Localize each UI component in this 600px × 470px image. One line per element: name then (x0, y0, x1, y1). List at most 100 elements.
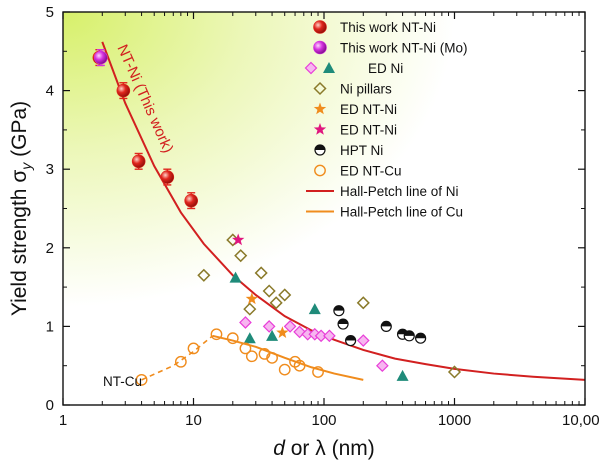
legend-item-5: ED NT-Ni (313, 123, 397, 138)
data-point (197, 268, 211, 282)
legend-label-6: HPT Ni (340, 143, 383, 158)
data-point-fill (338, 319, 349, 325)
data-point (254, 266, 268, 280)
data-point-fill (381, 321, 392, 327)
legend-item-3: Ni pillars (313, 81, 392, 97)
legend-marker-0 (313, 20, 327, 34)
legend: This work NT-Ni This work NT-Ni (Mo) ED Ni… (304, 20, 468, 220)
legend-label-3: Ni pillars (340, 82, 392, 97)
legend-item-2: ED Ni (304, 61, 403, 76)
series-8 (135, 328, 324, 386)
legend-marker-6-fill (315, 145, 325, 150)
data-point (234, 249, 248, 263)
legend-item-8: Hall-Petch line of Ni (306, 184, 459, 199)
x-tick-label: 10 (185, 412, 202, 429)
data-point (278, 288, 292, 302)
data-point-fill (404, 330, 415, 336)
data-point (232, 233, 245, 246)
legend-label-8: Hall-Petch line of Ni (340, 184, 459, 199)
data-point (184, 193, 198, 208)
data-point (293, 359, 306, 372)
x-axis-title-var: d (273, 437, 286, 460)
data-point (245, 292, 259, 305)
y-axis-title-sub: y (18, 162, 34, 171)
data-point (243, 332, 256, 344)
series-line-11 (141, 335, 214, 381)
data-point (266, 329, 279, 341)
data-point (131, 154, 146, 169)
y-axis-title-unit: (GPa) (8, 101, 31, 163)
legend-item-4: ED NT-Ni (313, 102, 397, 117)
data-point (135, 373, 148, 386)
data-point (262, 284, 276, 298)
series-line-9 (101, 41, 586, 381)
data-point (116, 83, 131, 98)
legend-label-4: ED NT-Ni (340, 102, 397, 117)
data-point (243, 302, 257, 316)
legend-marker-5 (313, 123, 327, 135)
data-point (269, 296, 283, 310)
data-point (283, 320, 297, 333)
y-tick-label: 4 (46, 83, 54, 100)
data-point-fill (333, 305, 344, 311)
y-tick-label: 3 (46, 161, 54, 178)
series-2 (229, 271, 409, 381)
data-point (396, 369, 409, 381)
legend-item-0: This work NT-Ni (313, 20, 436, 35)
y-axis-title-main: Yield strength σ (8, 170, 31, 316)
data-point (314, 329, 328, 343)
legend-label-9: Hall-Petch line of Cu (340, 205, 463, 220)
legend-label-1: This work NT-Ni (Mo) (340, 41, 468, 56)
data-point (356, 334, 370, 347)
data-point (447, 365, 462, 379)
legend-label-5: ED NT-Ni (340, 123, 397, 138)
series-1 (94, 49, 108, 67)
legend-marker-2-b (323, 62, 335, 73)
legend-marker-3 (313, 81, 327, 96)
series-6 (239, 316, 389, 373)
legend-label-7: ED NT-Cu (340, 164, 402, 179)
data-point (239, 316, 252, 329)
data-point (187, 342, 200, 355)
legend-item-6: HPT Ni (314, 143, 383, 158)
data-point (226, 332, 239, 345)
legend-label-0: This work NT-Ni (340, 20, 436, 35)
data-point-fill (345, 335, 356, 341)
data-point (266, 351, 278, 364)
data-point (229, 271, 242, 283)
x-axis-title: d or λ (nm) (273, 437, 375, 460)
y-axis-title: Yield strength σy (GPa) (8, 101, 34, 316)
data-point (160, 170, 175, 184)
data-point (245, 350, 258, 363)
y-tick-label: 1 (46, 318, 54, 335)
legend-marker-4 (313, 102, 327, 115)
legend-item-1: This work NT-Ni (Mo) (313, 40, 468, 56)
series-4 (245, 292, 289, 338)
data-point (276, 326, 289, 338)
y-tick-label: 5 (46, 4, 54, 21)
x-tick-label: 1000 (438, 412, 471, 429)
legend-marker-2 (304, 61, 318, 75)
x-tick-label: 10,000 (562, 412, 600, 429)
data-point (376, 359, 389, 373)
y-tick-label: 2 (46, 240, 54, 257)
data-point (239, 342, 252, 355)
data-point (262, 320, 276, 333)
legend-label-2: ED Ni (368, 61, 403, 76)
data-point (174, 355, 187, 368)
legend-marker-1 (313, 40, 327, 55)
x-tick-label: 100 (311, 412, 336, 429)
data-point (356, 296, 370, 310)
data-point (312, 366, 324, 378)
y-tick-label: 0 (46, 397, 54, 414)
data-point (210, 328, 223, 341)
data-point-fill (415, 333, 426, 339)
data-point (278, 363, 291, 376)
data-point (323, 329, 336, 343)
data-point (94, 50, 108, 65)
legend-item-7: ED NT-Cu (314, 164, 402, 179)
series-line-10 (212, 334, 364, 381)
